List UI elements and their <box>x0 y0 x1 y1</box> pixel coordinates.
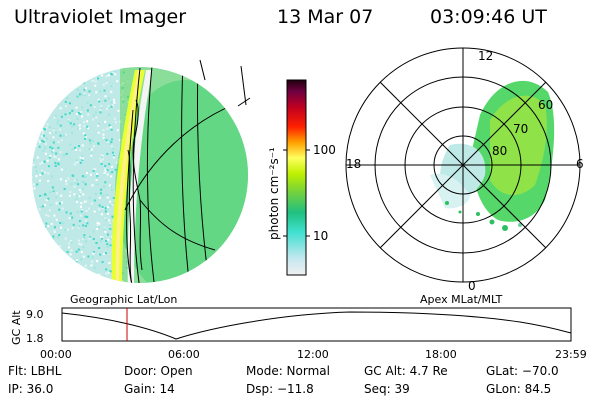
geographic-image <box>32 59 251 283</box>
timeline-y-tick-min: 1.8 <box>26 332 44 345</box>
date-label: 13 Mar 07 <box>277 6 374 28</box>
apex-polar-plot: 12 18 6 0 60 70 80 <box>345 47 584 293</box>
timeline-x-tick-1: 06:00 <box>168 348 200 361</box>
mlat-label-60: 60 <box>538 98 553 112</box>
timeline-x-tick-4: 23:59 <box>555 348 587 361</box>
mlat-label-70: 70 <box>513 122 528 136</box>
mlt-label-0: 0 <box>468 279 476 293</box>
glat-status: GLat: −70.0 <box>486 364 559 378</box>
gc-alt-status: GC Alt: 4.7 Re <box>364 364 448 378</box>
mlt-label-6: 6 <box>576 157 584 171</box>
timeline-x-tick-3: 18:00 <box>425 348 457 361</box>
timeline-y-tick-max: 9.0 <box>26 308 44 321</box>
mlt-label-12: 12 <box>478 49 493 63</box>
mlt-label-18: 18 <box>346 157 361 171</box>
door-status: Door: Open <box>124 364 193 378</box>
altitude-timeline: GC Alt 9.0 1.8 00:00 06:00 12:00 18:00 2… <box>10 307 587 361</box>
timeline-axis-label: GC Alt <box>10 310 23 345</box>
mode-status: Mode: Normal <box>246 364 330 378</box>
timeline-x-tick-0: 00:00 <box>40 348 72 361</box>
filter-status: Flt: LBHL <box>8 364 62 378</box>
gain-status: Gain: 14 <box>124 382 175 396</box>
dsp-status: Dsp: −11.8 <box>246 382 314 396</box>
glon-status: GLon: 84.5 <box>486 382 552 396</box>
geographic-label: Geographic Lat/Lon <box>70 293 177 306</box>
time-label: 03:09:46 UT <box>430 6 547 28</box>
seq-status: Seq: 39 <box>364 382 410 396</box>
mlat-label-80: 80 <box>492 144 507 158</box>
colorbar-tick-100: 100 <box>313 143 336 157</box>
instrument-title: Ultraviolet Imager <box>14 6 187 28</box>
apex-label: Apex MLat/MLT <box>420 293 503 306</box>
colorbar-unit-label: photon cm⁻²s⁻¹ <box>267 147 281 240</box>
ip-status: IP: 36.0 <box>8 382 54 396</box>
colorbar: 100 10 photon cm⁻²s⁻¹ <box>267 79 336 276</box>
timeline-x-tick-2: 12:00 <box>297 348 329 361</box>
colorbar-tick-10: 10 <box>313 229 328 243</box>
